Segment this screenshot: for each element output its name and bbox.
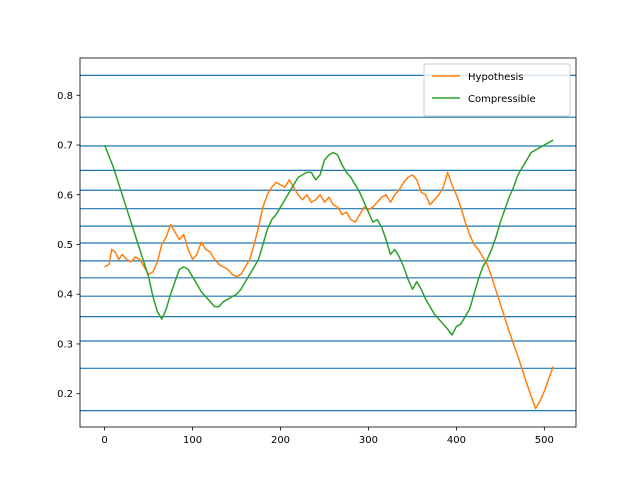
y-tick-label: 0.4	[57, 290, 73, 301]
series-line-compressible	[103, 139, 554, 336]
x-tick-label: 100	[183, 435, 202, 446]
x-axis: 0 100 200 300 400 500	[101, 427, 554, 446]
legend: Hypothesis Compressible	[423, 63, 571, 117]
y-tick-label: 0.3	[57, 339, 73, 350]
y-axis: 0.2 0.3 0.4 0.5 0.6 0.7 0.8	[57, 91, 80, 400]
y-tick-label: 0.2	[57, 389, 73, 400]
series-line-hypothesis	[104, 171, 554, 410]
y-tick-label: 0.6	[57, 190, 73, 201]
series-lines	[103, 139, 554, 410]
legend-label-compressible: Compressible	[468, 94, 536, 105]
x-tick-label: 200	[271, 435, 290, 446]
legend-box	[423, 63, 571, 117]
y-tick-label: 0.7	[57, 141, 73, 152]
x-tick-label: 0	[101, 435, 107, 446]
y-tick-label: 0.8	[57, 91, 73, 102]
x-tick-label: 400	[447, 435, 466, 446]
legend-label-hypothesis: Hypothesis	[468, 72, 524, 83]
plot-frame	[79, 57, 577, 428]
y-tick-label: 0.5	[57, 240, 73, 251]
x-tick-label: 500	[535, 435, 554, 446]
x-tick-label: 300	[359, 435, 378, 446]
